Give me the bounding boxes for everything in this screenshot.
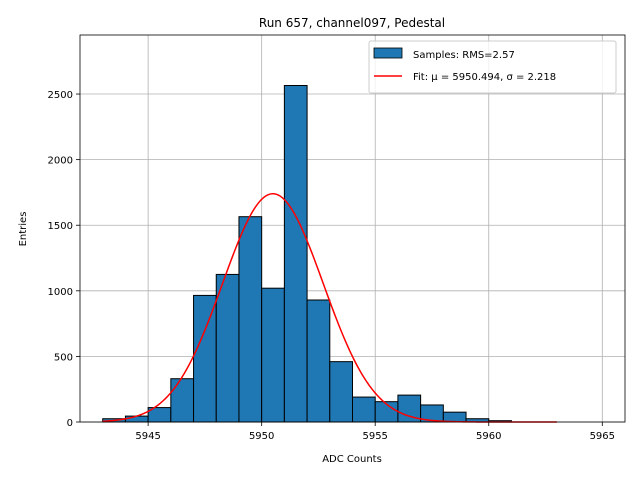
histogram-bar <box>306 299 331 423</box>
x-axis-ticks: 5945 5950 5955 5960 5965 <box>135 422 615 442</box>
y-tick-label: 1000 <box>48 287 73 298</box>
y-tick-label: 1500 <box>48 221 73 232</box>
histogram-bars <box>102 85 512 423</box>
x-tick-label: 5960 <box>476 431 501 442</box>
plot-frame <box>79 34 626 423</box>
histogram-bar <box>124 415 149 423</box>
chart-title: Run 657, channel097, Pedestal <box>259 16 445 30</box>
legend-box <box>368 40 617 94</box>
histogram-bar <box>283 85 308 423</box>
histogram-bar <box>261 287 285 423</box>
y-tick-label: 2000 <box>48 156 73 167</box>
y-tick-label: 2500 <box>48 90 73 101</box>
y-axis-label: Entries <box>18 212 29 247</box>
x-tick-label: 5965 <box>590 431 615 442</box>
legend-swatch-samples <box>373 47 403 59</box>
x-tick-label: 5950 <box>249 431 274 442</box>
legend: Samples: RMS=2.57 Fit: μ = 5950.494, σ =… <box>368 40 617 94</box>
histogram-bar <box>329 361 353 423</box>
x-tick-label: 5955 <box>362 431 387 442</box>
histogram-bar <box>170 378 195 423</box>
histogram-bar <box>193 294 217 423</box>
legend-label-fit: Fit: μ = 5950.494, σ = 2.218 <box>413 72 556 83</box>
y-axis-ticks: 0 500 1000 1500 2000 2500 <box>48 90 80 429</box>
y-tick-label: 0 <box>67 418 73 429</box>
x-axis-label: ADC Counts <box>322 454 382 465</box>
histogram-bar <box>238 216 263 423</box>
legend-label-samples: Samples: RMS=2.57 <box>413 50 515 61</box>
histogram-bar <box>442 411 467 423</box>
x-tick-label: 5945 <box>135 431 160 442</box>
histogram-bar <box>215 273 240 423</box>
y-tick-label: 500 <box>54 352 73 363</box>
histogram-bar <box>352 396 376 423</box>
